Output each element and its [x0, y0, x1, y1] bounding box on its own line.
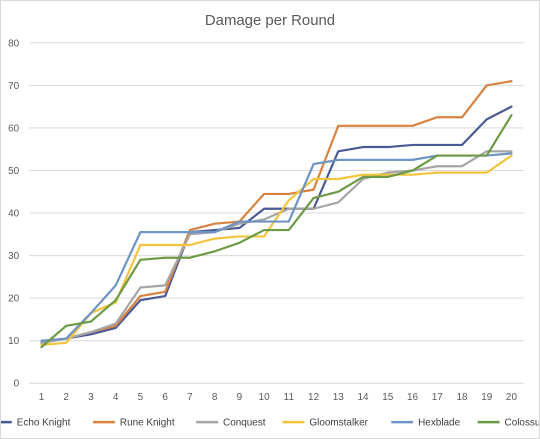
legend-item: Rune Knight — [93, 418, 175, 429]
x-tick-label: 19 — [481, 392, 493, 403]
legend-label: Colossus — [505, 418, 540, 429]
series-line-conquest — [40, 150, 513, 344]
y-tick-label: 60 — [8, 123, 20, 134]
x-tick-label: 7 — [187, 392, 193, 403]
legend-label: Hexblade — [418, 418, 460, 429]
chart-title: Damage per Round — [205, 12, 335, 29]
x-tick-label: 4 — [113, 392, 119, 403]
x-tick-label: 3 — [88, 392, 94, 403]
series-line-rune-knight — [40, 80, 513, 344]
x-tick-label: 9 — [237, 392, 243, 403]
x-tick-label: 16 — [407, 392, 419, 403]
y-tick-label: 0 — [14, 379, 20, 390]
x-tick-label: 15 — [382, 392, 394, 403]
series-line-colossus — [40, 114, 513, 349]
y-tick-label: 30 — [8, 251, 20, 262]
legend-item: Hexblade — [391, 418, 461, 429]
x-tick-label: 1 — [39, 392, 45, 403]
x-tick-label: 2 — [63, 392, 69, 403]
x-tick-label: 20 — [506, 392, 518, 403]
legend: Echo Knight Rune Knight Conquest Gloomstalk… — [1, 418, 540, 429]
y-tick-label: 50 — [8, 166, 20, 177]
legend-label: Rune Knight — [120, 418, 175, 429]
x-tick-label: 17 — [432, 392, 444, 403]
series-line-echo-knight — [40, 105, 513, 344]
legend-item: Echo Knight — [1, 418, 71, 429]
y-tick-label: 80 — [8, 38, 20, 49]
x-tick-label: 18 — [456, 392, 468, 403]
series-line-gloomstalker — [40, 154, 513, 347]
legend-item: Colossus — [477, 418, 540, 429]
x-tick-label: 13 — [333, 392, 345, 403]
legend-item: Conquest — [196, 418, 266, 429]
y-tick-label: 70 — [8, 81, 20, 92]
x-tick-label: 6 — [162, 392, 168, 403]
series-line-hexblade — [40, 152, 513, 342]
x-tick-label: 10 — [259, 392, 271, 403]
legend-label: Echo Knight — [17, 418, 71, 429]
x-tick-label: 11 — [284, 392, 295, 403]
y-tick-label: 40 — [8, 209, 20, 220]
x-axis-ticks: 1 2 3 4 5 6 7 8 9 10 11 12 13 14 15 16 17 18 19 20 — [39, 392, 518, 403]
y-tick-label: 20 — [8, 294, 20, 305]
legend-label: Gloomstalker — [309, 418, 368, 429]
x-tick-label: 14 — [358, 392, 370, 403]
legend-label: Conquest — [223, 418, 266, 429]
legend-item: Gloomstalker — [282, 418, 369, 429]
y-tick-label: 10 — [8, 336, 20, 347]
x-tick-label: 8 — [212, 392, 218, 403]
x-tick-label: 5 — [138, 392, 144, 403]
x-tick-label: 12 — [308, 392, 320, 403]
y-axis-ticks: 0 10 20 30 40 50 60 70 80 — [8, 38, 20, 389]
series-lines — [40, 80, 513, 349]
